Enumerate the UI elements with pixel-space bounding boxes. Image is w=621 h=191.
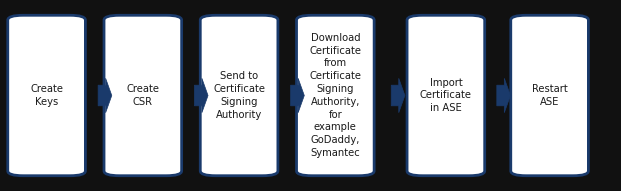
Polygon shape [98,78,112,113]
FancyBboxPatch shape [510,15,589,176]
FancyBboxPatch shape [104,15,181,176]
FancyBboxPatch shape [7,15,86,176]
FancyBboxPatch shape [297,15,374,176]
Polygon shape [291,78,304,113]
Text: Create
Keys: Create Keys [30,84,63,107]
Polygon shape [497,78,510,113]
Polygon shape [391,78,405,113]
Text: Restart
ASE: Restart ASE [532,84,568,107]
Polygon shape [194,78,208,113]
FancyBboxPatch shape [407,15,484,176]
FancyBboxPatch shape [200,15,278,176]
Text: Create
CSR: Create CSR [126,84,160,107]
Text: Import
Certificate
in ASE: Import Certificate in ASE [420,78,472,113]
Text: Send to
Certificate
Signing
Authority: Send to Certificate Signing Authority [213,71,265,120]
Text: Download
Certificate
from
Certificate
Signing
Authority,
for
example
GoDaddy,
Sy: Download Certificate from Certificate Si… [309,33,361,158]
